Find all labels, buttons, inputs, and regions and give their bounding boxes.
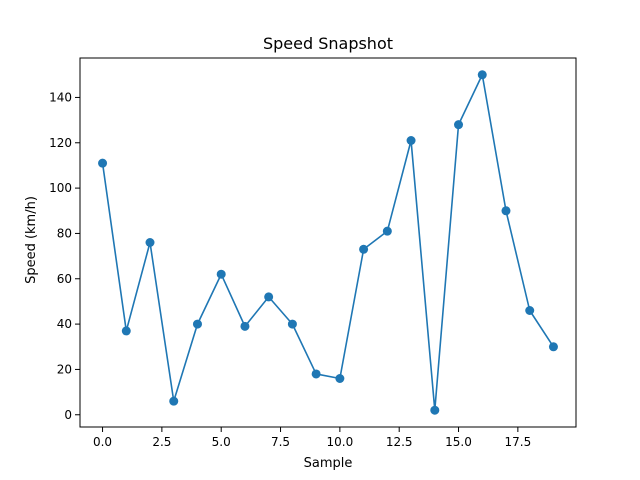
x-tick-label: 0.0 — [93, 435, 112, 449]
y-tick-label: 80 — [57, 226, 72, 240]
data-point — [548, 342, 558, 352]
data-point — [501, 206, 511, 216]
x-tick-label: 12.5 — [386, 435, 413, 449]
y-tick-label: 120 — [49, 136, 72, 150]
data-point — [240, 321, 250, 331]
data-point — [192, 319, 202, 329]
x-tick-label: 10.0 — [327, 435, 354, 449]
data-point — [216, 269, 226, 279]
y-tick-label: 20 — [57, 362, 72, 376]
data-point — [98, 158, 108, 168]
data-point — [145, 238, 155, 247]
series-line — [101, 73, 555, 412]
y-tick-label: 0 — [64, 408, 72, 422]
data-point — [359, 244, 369, 254]
x-tick-label: 7.5 — [271, 435, 290, 449]
data-point — [121, 326, 131, 336]
data-point — [169, 396, 179, 406]
data-point — [525, 305, 535, 315]
y-axis-label: Speed (km/h) — [24, 196, 39, 284]
data-point — [406, 136, 416, 146]
y-tick-label: 100 — [49, 181, 72, 195]
y-tick-label: 60 — [57, 272, 72, 286]
data-point — [430, 405, 440, 415]
data-point — [311, 369, 321, 379]
chart-title: Speed Snapshot — [263, 34, 393, 53]
data-point — [335, 373, 345, 383]
x-tick-label: 17.5 — [504, 435, 531, 449]
x-tick-label: 2.5 — [152, 435, 171, 449]
y-tick-label: 40 — [57, 317, 72, 331]
data-point — [382, 226, 392, 236]
data-point — [287, 319, 297, 329]
y-tick-label: 140 — [49, 90, 72, 104]
plot-frame — [79, 57, 577, 428]
data-point — [477, 70, 487, 80]
data-point — [264, 292, 274, 302]
data-point — [454, 120, 464, 130]
plot-area: 0.0 2.5 5.0 7.5 10.0 12.5 15.0 17.5 0 20 40 60 80 100… — [49, 57, 577, 449]
x-tick-label: 15.0 — [445, 435, 472, 449]
x-tick-label: 5.0 — [212, 435, 231, 449]
x-axis-label: Sample — [304, 456, 353, 471]
